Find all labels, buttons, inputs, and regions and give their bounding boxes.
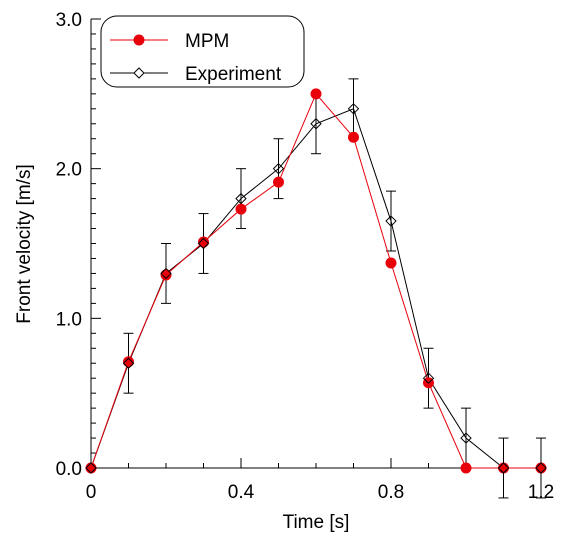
legend-label-experiment: Experiment [185, 64, 282, 85]
y-tick-label: 2.0 [56, 160, 82, 181]
experiment-point [235, 192, 247, 205]
experiment-point [122, 357, 135, 369]
experiment-point [347, 103, 360, 115]
mpm-point [123, 356, 134, 368]
mpm-point [535, 462, 547, 474]
x-tick-labels: 0 0.4 0.8 1.2 [86, 482, 555, 503]
axis-ticks [90, 18, 542, 469]
y-tick-label: 1.0 [56, 309, 82, 330]
y-tick-labels: 0.0 1.0 2.0 3.0 [56, 10, 82, 480]
experiment-point [497, 462, 510, 474]
experiment-point [197, 237, 210, 250]
mpm-point [160, 269, 172, 281]
series-markers [85, 88, 547, 474]
mpm-point [85, 462, 97, 474]
legend: MPM Experiment [100, 15, 305, 88]
y-axis-title: Front velocity [m/s] [14, 164, 35, 323]
legend-label-mpm: MPM [185, 31, 229, 52]
experiment-point [460, 432, 472, 444]
mpm-point [460, 462, 472, 474]
experiment-point [535, 462, 547, 474]
mpm-point [348, 131, 359, 143]
experiment-point [160, 267, 172, 280]
mpm-point [385, 257, 397, 269]
mpm-point [498, 462, 509, 474]
x-axis-title: Time [s] [283, 512, 350, 533]
error-bars [123, 78, 546, 499]
experiment-point [310, 118, 322, 130]
experiment-point [422, 372, 435, 384]
y-tick-label: 3.0 [56, 10, 82, 31]
experiment-point [385, 215, 397, 227]
legend-marker-mpm [133, 34, 145, 46]
x-tick-label: 0 [86, 482, 97, 503]
experiment-point [85, 462, 97, 474]
legend-marker-experiment [133, 67, 145, 79]
x-tick-label: 0.8 [378, 482, 404, 503]
mpm-point [235, 203, 247, 215]
y-tick-label: 0.0 [56, 459, 82, 480]
mpm-point [198, 236, 209, 248]
experiment-point [272, 162, 285, 175]
x-tick-label: 0.4 [228, 482, 255, 503]
mpm-point [273, 176, 284, 188]
mpm-point [310, 88, 322, 100]
experiment-line [90, 108, 541, 469]
legend-box [100, 15, 305, 88]
